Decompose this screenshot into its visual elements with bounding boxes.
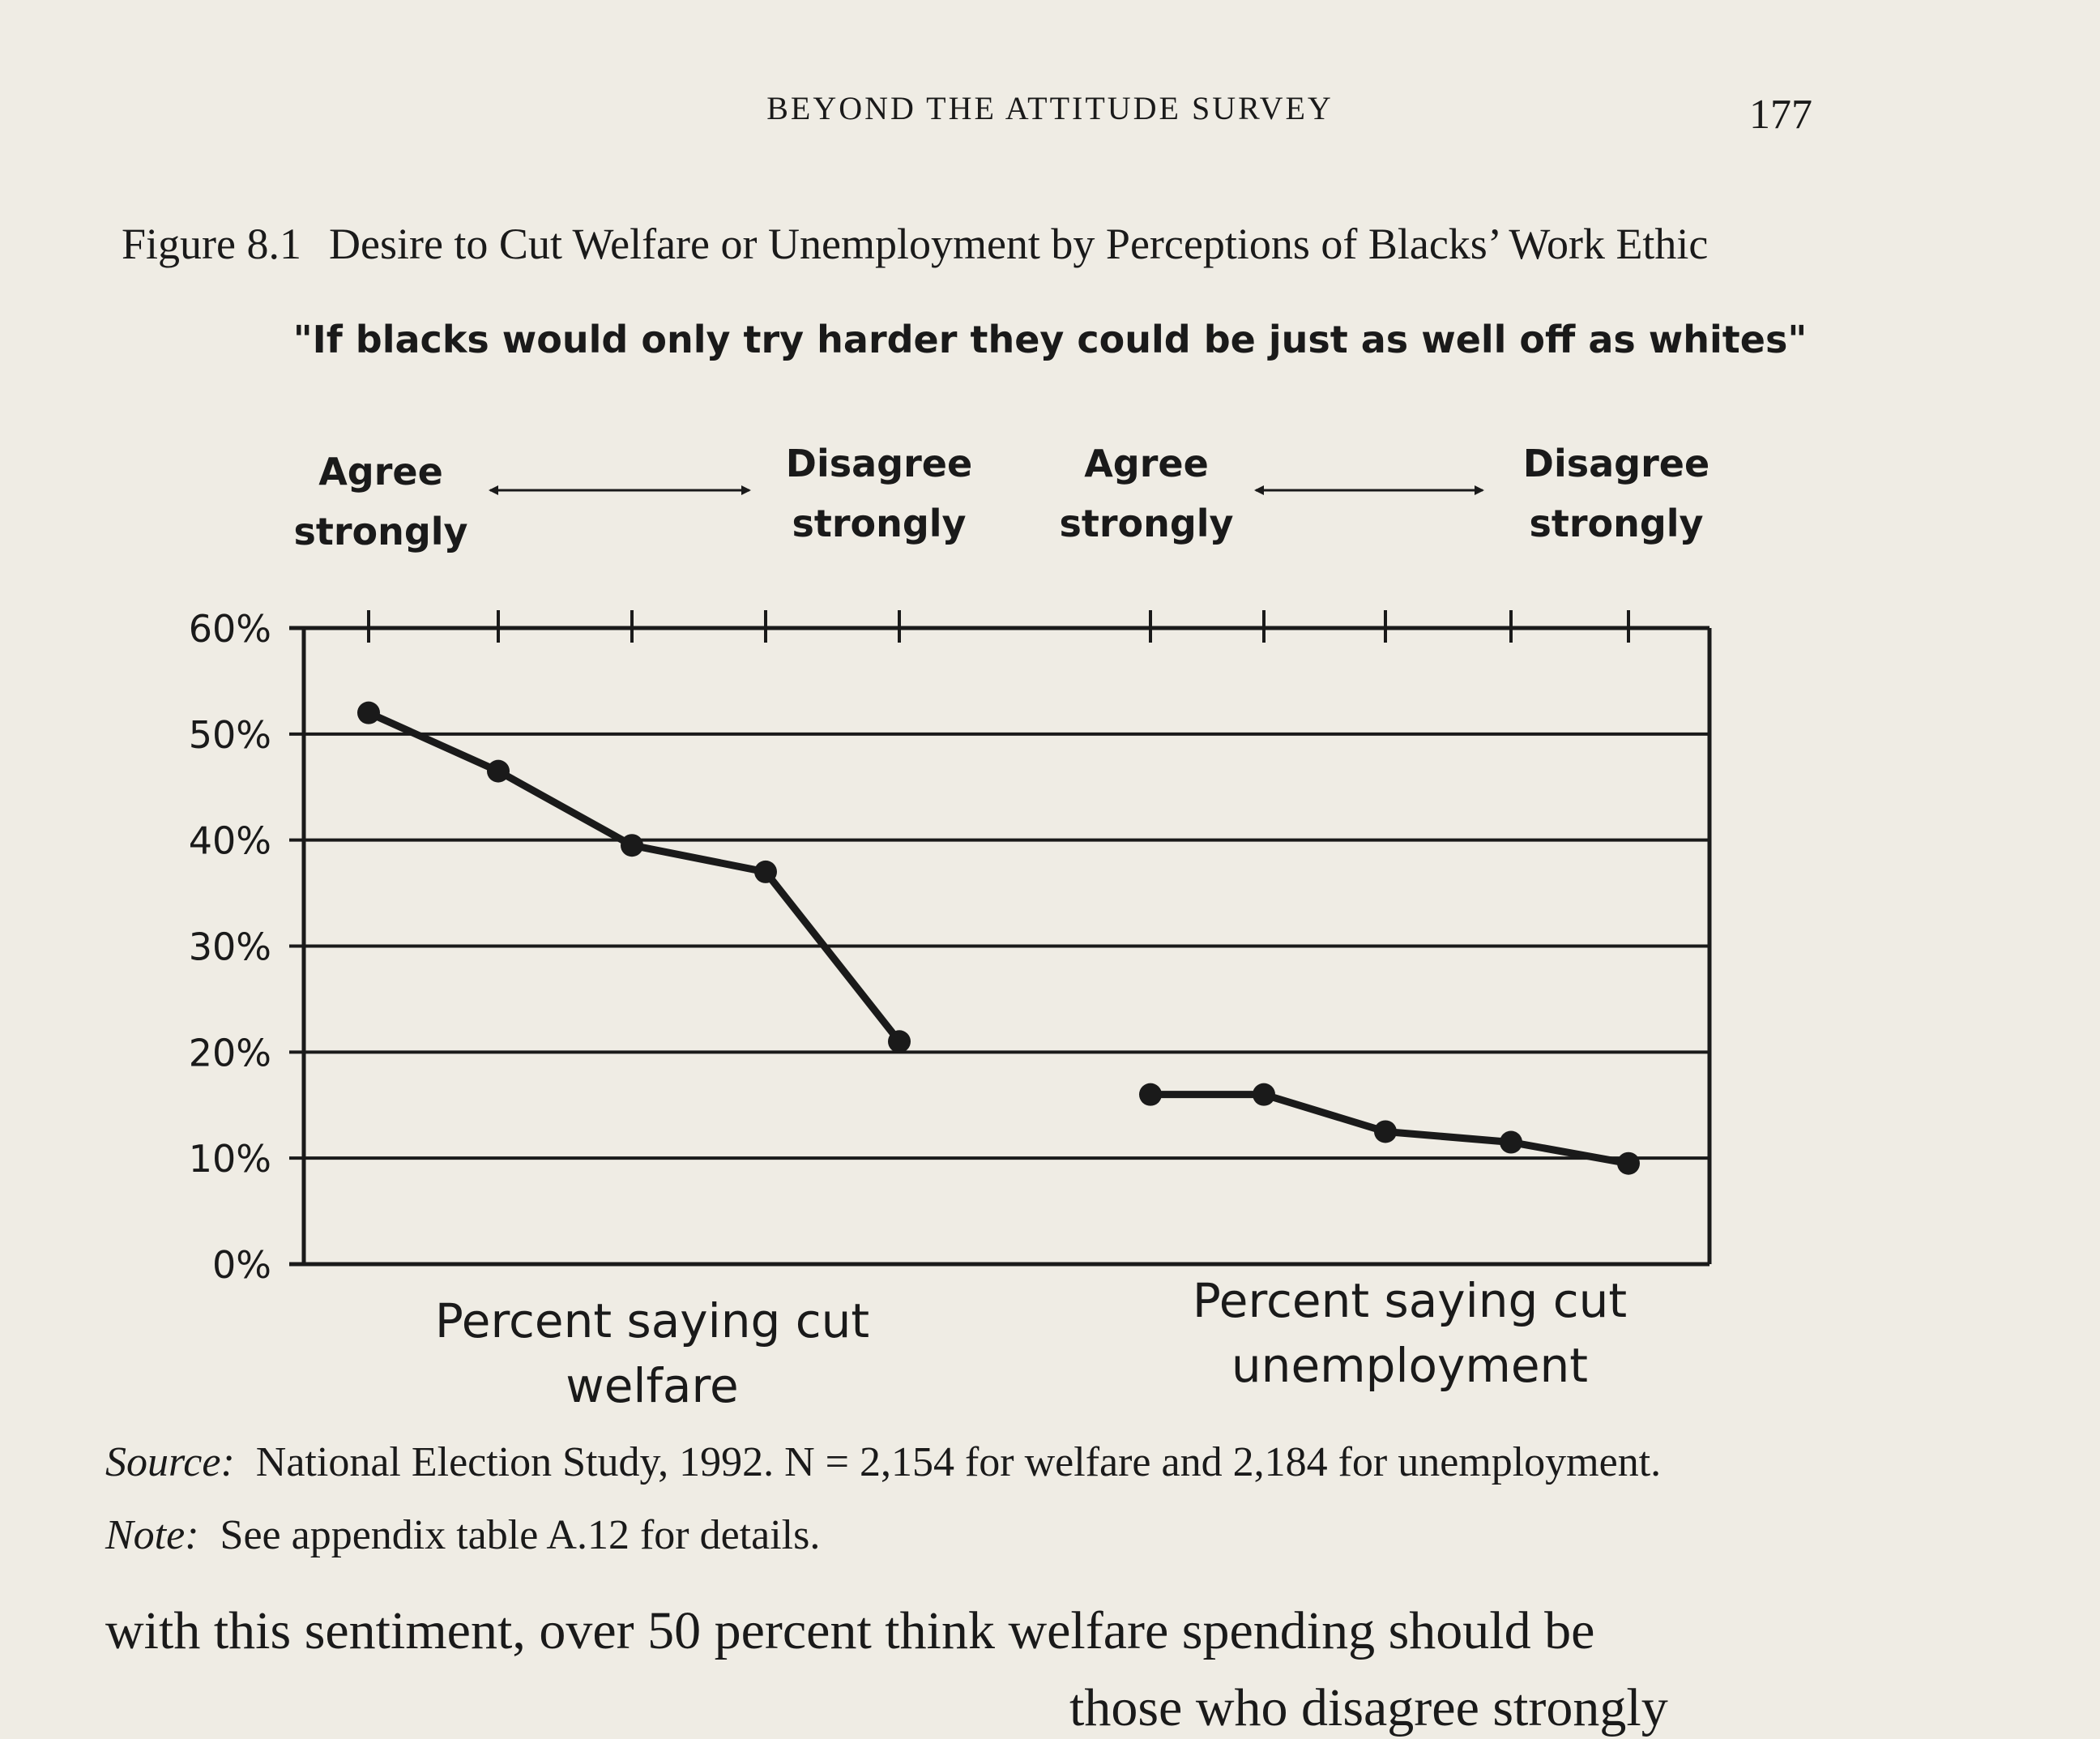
series-label-welfare: Percent saying cut welfare: [434, 1293, 870, 1413]
data-point: [1617, 1152, 1640, 1175]
data-point: [1374, 1120, 1397, 1143]
data-point: [487, 759, 510, 783]
source-line: Source: National Election Study, 1992. N …: [105, 1438, 1661, 1486]
note-label: Note:: [105, 1512, 199, 1558]
note-text: See appendix table A.12 for details.: [220, 1512, 821, 1558]
figure-caption-text: Desire to Cut Welfare or Unemployment by…: [329, 220, 1709, 268]
running-head: BEYOND THE ATTITUDE SURVEY: [766, 90, 1334, 126]
y-tick-label: 20%: [189, 1031, 271, 1075]
data-point: [1253, 1083, 1275, 1106]
body-text-line-2: those who disagree strongly: [1069, 1678, 1668, 1737]
figure-caption: Figure 8.1 Desire to Cut Welfare or Unemp…: [122, 219, 1839, 269]
scale-disagree-unemployment: Disagree strongly: [1522, 442, 1710, 545]
scale-agree-welfare: Agree strongly: [293, 450, 468, 553]
scale-agree-unemployment: Agree strongly: [1059, 442, 1234, 545]
data-point: [621, 834, 643, 857]
data-point: [754, 860, 777, 883]
scale-disagree-welfare: Disagree strongly: [785, 442, 973, 545]
chart-title: "If blacks would only try harder they co…: [292, 318, 1808, 361]
y-tick-label: 50%: [189, 713, 271, 757]
y-tick-label: 40%: [189, 819, 271, 863]
note-line: Note: See appendix table A.12 for details…: [105, 1511, 820, 1559]
figure-number: Figure 8.1: [122, 220, 301, 268]
data-point: [357, 701, 380, 724]
data-point: [1500, 1130, 1522, 1154]
y-tick-label: 30%: [189, 925, 271, 969]
series-label-unemployment: Percent saying cut unemployment: [1192, 1273, 1628, 1393]
y-tick-label: 60%: [189, 607, 271, 651]
source-label: Source:: [105, 1439, 235, 1485]
page-number: 177: [1749, 92, 1812, 138]
data-point: [1139, 1083, 1162, 1106]
y-tick-label: 0%: [212, 1243, 271, 1287]
y-tick-label: 10%: [189, 1137, 271, 1181]
series-line-0: [365, 709, 903, 1045]
data-point: [888, 1030, 911, 1053]
source-text: National Election Study, 1992. N = 2,154…: [255, 1439, 1662, 1485]
body-text-line: with this sentiment, over 50 percent thi…: [105, 1601, 1595, 1660]
